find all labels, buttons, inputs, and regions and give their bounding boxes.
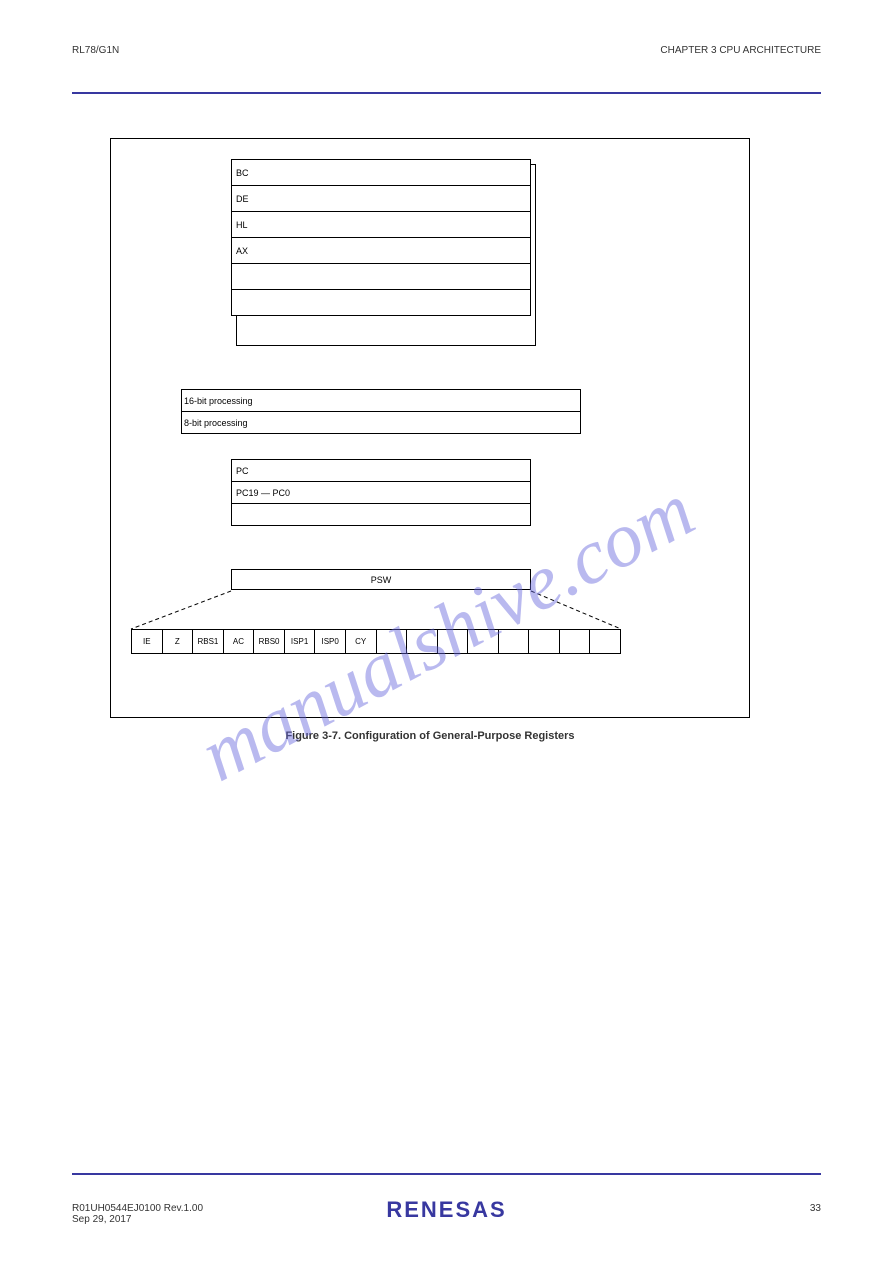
header-section: CHAPTER 3 CPU ARCHITECTURE (660, 45, 821, 56)
pc-table: PC PC19 — PC0 (231, 459, 531, 526)
gen-reg-row: 16-bit processing (182, 390, 581, 412)
footer-page-number: 33 (810, 1203, 821, 1214)
figure-caption: Figure 3-7. Configuration of General-Pur… (110, 730, 750, 742)
psw-bit-empty (468, 630, 499, 654)
psw-bit: IE (132, 630, 163, 654)
psw-bit: Z (162, 630, 193, 654)
psw-bit-empty (529, 630, 560, 654)
pc-row (232, 504, 531, 526)
doc-date-text: Sep 29, 2017 (72, 1214, 132, 1225)
reg-row: BC (232, 160, 531, 186)
psw-bit-empty (407, 630, 438, 654)
reg-row (232, 290, 531, 316)
psw-bit: AC (223, 630, 254, 654)
header-rule (72, 92, 821, 94)
psw-bit-empty (376, 630, 407, 654)
reg-row: AX (232, 238, 531, 264)
psw-expanded: IE Z RBS1 AC RBS0 ISP1 ISP0 CY (131, 629, 621, 654)
pc-block: PC PC19 — PC0 (231, 459, 531, 526)
reg-row: HL (232, 212, 531, 238)
psw-row: PSW (232, 570, 531, 590)
doc-id-text: R01UH0544EJ0100 Rev.1.00 (72, 1203, 203, 1214)
reg-row (232, 264, 531, 290)
psw-bit: ISP0 (315, 630, 346, 654)
psw-bit: ISP1 (284, 630, 315, 654)
page-header: RL78/G1N CHAPTER 3 CPU ARCHITECTURE (72, 45, 821, 95)
footer-rule (72, 1173, 821, 1175)
pc-row: PC19 — PC0 (232, 482, 531, 504)
psw-bit: RBS1 (193, 630, 224, 654)
register-bank-table: BC DE HL AX (231, 159, 531, 316)
psw-table: PSW (231, 569, 531, 590)
psw-bit-empty (590, 630, 621, 654)
psw-bit-empty (559, 630, 590, 654)
psw-expanded-table: IE Z RBS1 AC RBS0 ISP1 ISP0 CY (131, 629, 621, 654)
reg-row: DE (232, 186, 531, 212)
renesas-logo: RENESAS (386, 1197, 506, 1223)
pc-row: PC (232, 460, 531, 482)
gen-reg-row: 8-bit processing (182, 412, 581, 434)
gen-reg-table: 16-bit processing 8-bit processing (181, 389, 581, 434)
header-chapter: RL78/G1N (72, 45, 119, 56)
psw-bit: CY (345, 630, 376, 654)
psw-bit-empty (437, 630, 468, 654)
footer-doc-id: R01UH0544EJ0100 Rev.1.00 Sep 29, 2017 (72, 1203, 203, 1225)
figure-diagram: BC DE HL AX 16-bit processing 8-bit proc… (110, 138, 750, 718)
psw-block: PSW (231, 569, 531, 590)
psw-bit: RBS0 (254, 630, 285, 654)
psw-bit-empty (498, 630, 529, 654)
